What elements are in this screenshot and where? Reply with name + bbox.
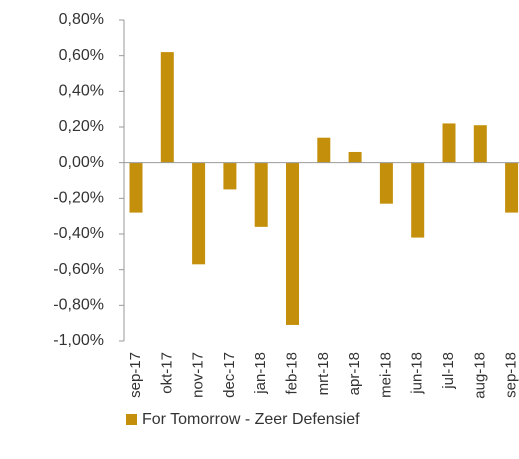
y-tick-label: -0,40% (53, 225, 104, 242)
bar (379, 162, 393, 204)
bar (192, 162, 206, 265)
legend-swatch (126, 414, 137, 425)
x-tick-label: feb-18 (283, 352, 300, 395)
x-tick-label: jun-18 (409, 352, 426, 395)
x-tick-label: sep-18 (503, 352, 519, 398)
x-tick-label: jul-18 (440, 352, 457, 390)
x-tick-label: aug-18 (471, 352, 488, 399)
y-tick-label: -0,20% (53, 190, 104, 207)
x-tick-label: mrt-18 (315, 352, 332, 395)
bar (505, 162, 519, 213)
bar (442, 123, 456, 163)
y-tick-label: 0,40% (59, 83, 104, 100)
y-tick-label: -1,00% (53, 332, 104, 349)
y-tick-label: 0,80% (59, 11, 104, 28)
bar (317, 137, 331, 163)
bar (223, 162, 237, 190)
y-tick-label: 0,00% (59, 154, 104, 171)
bar (348, 151, 362, 163)
x-tick-label: apr-18 (346, 352, 363, 395)
y-tick-label: 0,20% (59, 118, 104, 135)
x-tick-label: nov-17 (190, 352, 207, 398)
x-tick-label: mei-18 (377, 352, 394, 398)
x-tick-label: jan-18 (252, 352, 269, 395)
x-tick-label: okt-17 (158, 352, 175, 394)
bar (160, 52, 174, 163)
x-tick-label: sep-17 (127, 352, 144, 398)
y-tick-label: -0,80% (53, 297, 104, 314)
bar (473, 125, 487, 163)
x-tick-label: dec-17 (221, 352, 238, 398)
y-tick-label: 0,60% (59, 47, 104, 64)
bar (286, 162, 299, 325)
legend-label: For Tomorrow - Zeer Defensief (142, 411, 360, 428)
bar (411, 162, 425, 238)
bar (129, 162, 143, 213)
bar (254, 162, 268, 227)
y-tick-label: -0,60% (53, 261, 104, 278)
